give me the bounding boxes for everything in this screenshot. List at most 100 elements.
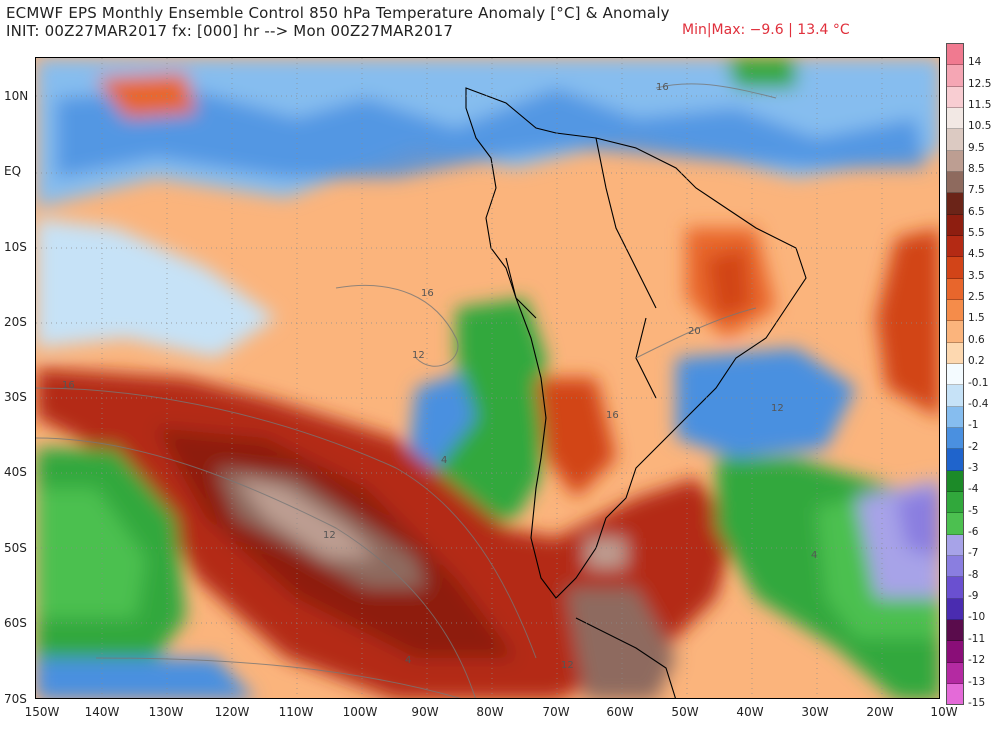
contour-label: 12 <box>771 403 784 414</box>
colorbar-swatch <box>947 427 963 450</box>
colorbar-level-label: -15 <box>968 696 986 709</box>
lon-label: 130W <box>148 705 184 719</box>
lon-label: 80W <box>476 705 504 719</box>
colorbar-level-label: 14 <box>968 56 982 69</box>
contour-label: 12 <box>412 350 425 361</box>
colorbar-swatch <box>947 235 963 258</box>
colorbar-swatch <box>947 683 963 705</box>
lon-label: 100W <box>342 705 378 719</box>
colorbar-level-label: -8 <box>968 568 979 581</box>
colorbar-swatch <box>947 65 963 87</box>
colorbar-swatch <box>947 598 963 620</box>
colorbar-swatch <box>947 299 963 322</box>
lat-label: 70S <box>4 692 27 706</box>
coastlines <box>465 87 807 698</box>
colorbar-swatch <box>947 662 963 684</box>
colorbar-level-label: 5.5 <box>968 227 985 240</box>
colorbar-swatch <box>947 406 963 428</box>
contour-label: 4 <box>441 455 447 466</box>
contour-label: 20 <box>688 326 701 337</box>
contour-label: 12 <box>561 660 574 671</box>
colorbar-level-label: 6.5 <box>968 205 985 218</box>
colorbar-swatch <box>947 193 963 215</box>
contour-label: 4 <box>405 655 411 666</box>
colorbar-swatch <box>947 321 963 343</box>
colorbar-level-label: 10.5 <box>968 120 992 133</box>
lat-label: EQ <box>4 164 22 178</box>
contour-label: 16 <box>62 380 75 391</box>
lon-label: 30W <box>801 705 829 719</box>
contour-label: 16 <box>421 288 434 299</box>
lon-label: 10W <box>930 705 958 719</box>
colorbar-level-label: 9.5 <box>968 141 985 154</box>
colorbar-level-label: -7 <box>968 547 979 560</box>
lat-label: 50S <box>4 541 27 555</box>
colorbar-level-label: -9 <box>968 590 979 603</box>
colorbar-level-label: -6 <box>968 526 979 539</box>
colorbar-level-label: -10 <box>968 611 986 624</box>
colorbar-swatch <box>947 150 963 172</box>
lat-label: 10N <box>4 89 29 103</box>
colorbar-level-label: 0.6 <box>968 333 985 346</box>
graticule <box>36 58 939 698</box>
anomaly-map: 16 16 12 16 20 16 12 12 4 4 4 12 <box>35 57 940 699</box>
lat-label: 30S <box>4 390 27 404</box>
colorbar-swatch <box>947 491 963 514</box>
colorbar-level-label: -0.4 <box>968 397 989 410</box>
lon-label: 40W <box>736 705 764 719</box>
colorbar-swatch <box>947 278 963 300</box>
colorbar-swatch <box>947 257 963 279</box>
colorbar-swatch <box>947 44 963 66</box>
contour-label: 16 <box>656 82 669 93</box>
contour-label: 12 <box>323 530 336 541</box>
lon-label: 70W <box>542 705 570 719</box>
temperature-contours <box>36 83 777 698</box>
colorbar-swatch <box>947 619 963 642</box>
lon-label: 60W <box>606 705 634 719</box>
colorbar-level-label: 12.5 <box>968 77 992 90</box>
lon-label: 20W <box>866 705 894 719</box>
colorbar-swatch <box>947 86 963 108</box>
init-forecast-time: INIT: 00Z27MAR2017 fx: [000] hr --> Mon … <box>6 22 454 40</box>
colorbar-level-label: 0.2 <box>968 355 985 368</box>
colorbar-level-label: 1.5 <box>968 312 985 325</box>
colorbar-level-label: 2.5 <box>968 291 985 304</box>
colorbar-level-label: 7.5 <box>968 184 985 197</box>
colorbar-swatch <box>947 385 963 407</box>
map-canvas: 16 16 12 16 20 16 12 12 4 4 4 12 <box>36 58 939 698</box>
lat-label: 20S <box>4 315 27 329</box>
colorbar-swatch <box>947 534 963 556</box>
colorbar-level-label: 8.5 <box>968 162 985 175</box>
contour-label: 16 <box>606 410 619 421</box>
colorbar-level-label: -4 <box>968 483 979 496</box>
colorbar-swatch <box>947 641 963 663</box>
colorbar-swatch <box>947 449 963 471</box>
colorbar-level-label: -1 <box>968 419 979 432</box>
lon-label: 150W <box>24 705 60 719</box>
contour-label: 4 <box>811 550 817 561</box>
colorbar-swatch <box>947 363 963 386</box>
colorbar-swatch <box>947 470 963 492</box>
lon-label: 120W <box>214 705 250 719</box>
colorbar-swatch <box>947 171 963 194</box>
colorbar-swatch <box>947 555 963 578</box>
chart-title: ECMWF EPS Monthly Ensemble Control 850 h… <box>6 4 670 22</box>
colorbar-swatch <box>947 129 963 151</box>
colorbar-swatch <box>947 107 963 130</box>
lat-label: 60S <box>4 616 27 630</box>
colorbar-level-label: 3.5 <box>968 269 985 282</box>
lon-label: 110W <box>278 705 314 719</box>
colorbar-level-label: -3 <box>968 461 979 474</box>
colorbar-level-label: -11 <box>968 632 986 645</box>
colorbar-swatch <box>947 513 963 535</box>
colorbar-level-label: -5 <box>968 504 979 517</box>
colorbar-level-label: -13 <box>968 675 986 688</box>
colorbar-swatch <box>947 577 963 599</box>
colorbar-swatch <box>947 214 963 236</box>
lon-label: 140W <box>84 705 120 719</box>
min-max-readout: Min|Max: −9.6 | 13.4 °C <box>682 22 850 38</box>
colorbar-level-label: 4.5 <box>968 248 985 261</box>
colorbar <box>946 43 964 705</box>
anomaly-fields <box>36 58 939 698</box>
lat-label: 10S <box>4 240 27 254</box>
